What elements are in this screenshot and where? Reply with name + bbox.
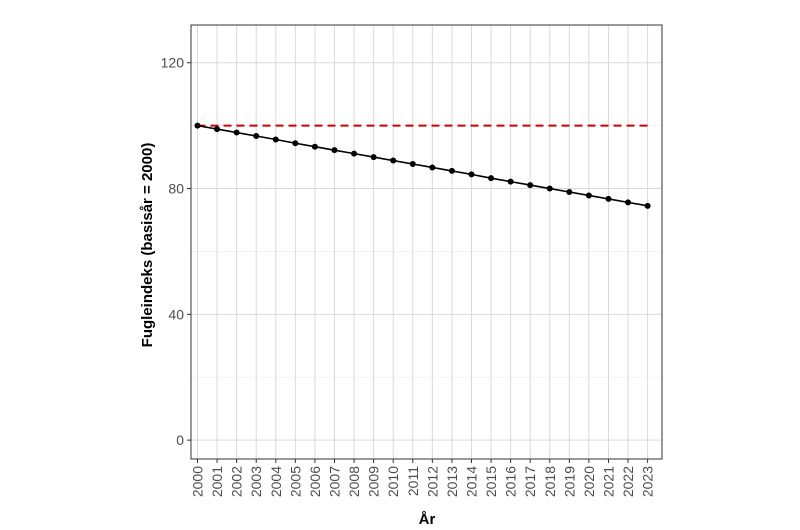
data-point bbox=[292, 140, 299, 147]
data-point bbox=[605, 195, 612, 202]
x-tick-label: 2013 bbox=[444, 466, 460, 497]
data-point bbox=[253, 133, 260, 140]
data-point bbox=[233, 129, 240, 136]
data-point bbox=[527, 182, 534, 189]
y-tick-label: 120 bbox=[161, 55, 185, 71]
data-point bbox=[351, 150, 358, 157]
x-tick-label: 2008 bbox=[346, 466, 362, 497]
x-tick-label: 2020 bbox=[581, 466, 597, 497]
data-point bbox=[546, 185, 553, 192]
data-point bbox=[644, 202, 651, 209]
plot-border bbox=[190, 24, 663, 460]
y-tick-label: 40 bbox=[168, 306, 184, 322]
x-tick-label: 2011 bbox=[405, 466, 421, 496]
x-tick-label: 2017 bbox=[522, 466, 538, 497]
data-point bbox=[448, 167, 455, 174]
x-tick-label: 2000 bbox=[190, 466, 206, 497]
x-tick-label: 2004 bbox=[268, 466, 284, 497]
data-point bbox=[331, 147, 338, 154]
data-point bbox=[625, 199, 632, 206]
x-tick-label: 2010 bbox=[385, 466, 401, 497]
x-axis-title: År bbox=[419, 511, 436, 528]
plot-background bbox=[191, 25, 662, 459]
data-point bbox=[488, 175, 495, 182]
x-tick-label: 2015 bbox=[483, 466, 499, 497]
x-tick-label: 2003 bbox=[248, 466, 264, 497]
data-point bbox=[311, 143, 318, 150]
x-tick-label: 2001 bbox=[209, 466, 225, 497]
x-tick-label: 2018 bbox=[542, 466, 558, 497]
x-tick-label: 2002 bbox=[229, 466, 245, 497]
data-point bbox=[468, 171, 475, 178]
x-tick-label: 2005 bbox=[287, 466, 303, 497]
data-points bbox=[194, 122, 651, 209]
data-point bbox=[390, 157, 397, 164]
data-point bbox=[214, 126, 221, 133]
y-tick-label: 80 bbox=[168, 181, 184, 197]
x-tick-label: 2023 bbox=[640, 466, 656, 497]
x-axis: 2000 2001 2002 2003 2004 2005 2006 2007 2008 2009… bbox=[190, 459, 656, 497]
data-point bbox=[272, 136, 279, 143]
x-tick-label: 2007 bbox=[326, 466, 342, 497]
x-tick-label: 2009 bbox=[366, 466, 382, 497]
x-tick-label: 2012 bbox=[424, 466, 440, 497]
x-tick-label: 2014 bbox=[463, 466, 479, 497]
data-point bbox=[409, 161, 416, 168]
data-point bbox=[585, 192, 592, 199]
x-tick-label: 2021 bbox=[600, 466, 616, 497]
major-gridlines bbox=[191, 25, 662, 459]
data-point bbox=[429, 164, 436, 171]
y-axis: 0 40 80 120 bbox=[161, 55, 191, 448]
y-axis-title: Fugleindeks (basisår = 2000) bbox=[139, 143, 156, 348]
data-point bbox=[507, 178, 514, 185]
data-point bbox=[194, 122, 201, 129]
series-line bbox=[197, 124, 648, 207]
y-tick-label: 0 bbox=[176, 432, 184, 448]
data-point bbox=[566, 188, 573, 195]
x-tick-label: 2019 bbox=[561, 466, 577, 497]
data-point bbox=[370, 154, 377, 161]
x-tick-label: 2022 bbox=[620, 466, 636, 497]
x-tick-label: 2016 bbox=[503, 466, 519, 497]
x-tick-label: 2006 bbox=[307, 466, 323, 497]
